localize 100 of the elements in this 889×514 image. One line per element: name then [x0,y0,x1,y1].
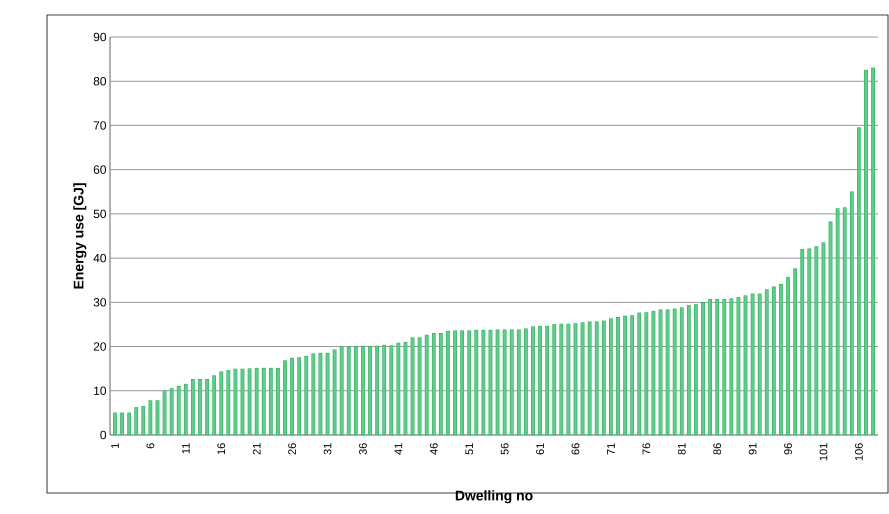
x-tick-label: 36 [359,443,367,455]
x-tick-label: 21 [252,443,260,454]
bar [708,298,712,435]
bar [340,346,344,435]
x-tick-label: 76 [642,443,650,454]
bar [545,326,550,435]
bar [170,388,174,435]
bar [332,349,336,435]
bar [346,346,351,435]
bar [488,330,492,435]
bar [666,310,670,435]
bar [404,342,408,435]
bar [864,70,868,435]
bar [234,368,238,435]
bar [162,390,166,435]
x-tick-label: 66 [572,443,580,454]
bar [191,378,195,435]
x-tick-label: 11 [182,443,190,454]
x-tick-label: 31 [324,443,332,455]
bar [680,307,684,435]
x-tick-label: 56 [500,443,509,455]
bar [389,345,394,435]
y-tick-label: 30 [94,298,106,307]
bar [219,371,224,435]
bar [524,328,528,435]
bar [510,329,514,435]
bar [722,298,726,435]
bar [715,298,720,435]
bar [240,368,244,435]
y-tick-label: 80 [94,76,106,86]
bar [538,326,542,435]
bar [800,248,804,435]
bar [290,358,294,435]
x-tick-label: 26 [288,443,296,454]
bar [779,284,783,435]
bar [602,320,606,435]
bar [871,68,875,435]
bar [276,368,280,435]
bar [453,330,457,435]
bar [516,329,521,435]
x-tick-label: 81 [678,443,686,454]
bar [268,368,273,435]
x-tick-label: 71 [607,443,615,454]
bar [432,332,436,435]
bar [701,302,705,435]
bar [652,310,656,435]
bar [262,368,266,435]
x-tick-label: 51 [465,443,474,455]
bar [836,208,840,435]
bar [474,330,478,435]
bar [658,310,662,435]
bar [481,330,486,435]
y-tick-label: 70 [94,121,106,130]
bar [758,294,762,435]
bar [156,400,160,435]
bar [793,268,798,435]
bar [588,321,592,435]
bar [254,368,259,435]
bar [318,352,322,435]
bar [410,337,414,435]
bar [283,360,287,435]
bar [609,318,613,435]
bar [807,248,812,435]
bar [566,324,570,435]
bar [424,334,429,435]
x-tick-label: 46 [430,443,438,455]
bar [559,324,564,435]
bar [623,316,627,435]
bar [134,407,138,435]
bar [198,378,202,435]
bar [141,406,146,435]
bar [361,346,365,435]
bar [580,322,584,435]
bar [120,412,124,435]
bar [616,317,620,435]
bar [531,326,535,435]
bar [828,222,832,435]
x-tick-label: 86 [713,443,722,454]
bar [496,329,500,435]
bar [248,368,252,435]
bar [184,384,188,435]
y-tick-label: 40 [93,254,106,262]
bar [148,400,152,435]
bar [786,276,790,435]
x-tick-label: 1 [111,443,119,448]
bar [460,330,464,435]
bar [368,346,372,435]
bar [842,207,847,435]
bar [594,321,599,435]
x-tick-label: 91 [748,443,756,454]
bar [574,323,578,435]
bar [176,386,181,435]
bar [226,370,230,435]
bar [297,357,302,435]
bar [354,346,358,435]
bar [212,375,216,435]
y-tick-label: 50 [94,210,106,218]
bar [850,191,854,435]
bar [736,297,740,435]
bar [467,330,472,435]
